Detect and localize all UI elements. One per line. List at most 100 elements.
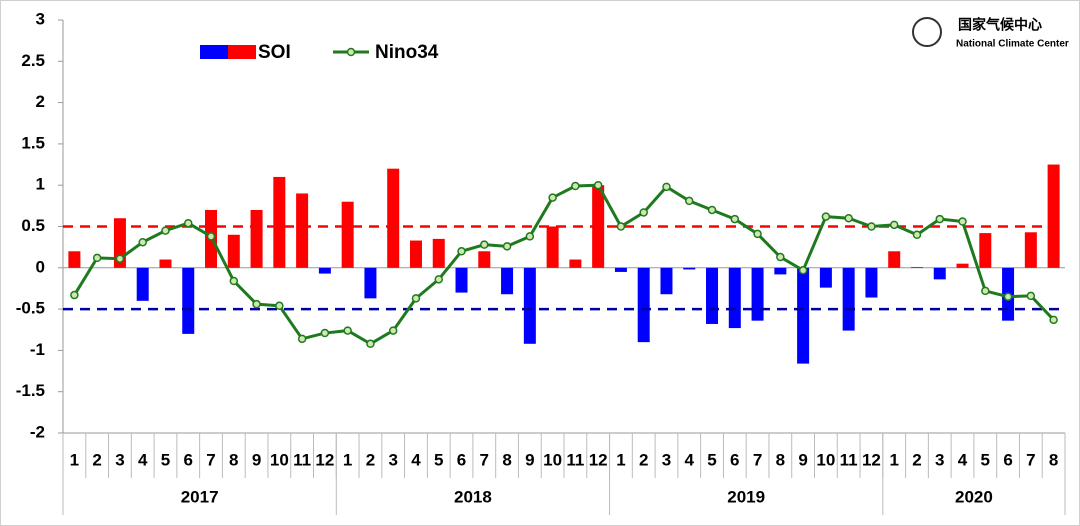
line-marker (1026, 291, 1036, 301)
line-marker (571, 181, 580, 191)
line-marker (252, 299, 261, 309)
line-marker (548, 193, 557, 202)
x-tick-label: 12 (862, 450, 881, 469)
line-marker (92, 253, 102, 263)
line-marker (184, 218, 193, 228)
y-tick-label: -1.5 (16, 381, 45, 400)
line-marker (480, 240, 489, 249)
bar (569, 259, 582, 268)
x-tick-label: 3 (115, 450, 124, 469)
x-tick-label: 2 (366, 450, 375, 469)
line-marker (229, 276, 239, 286)
x-tick-label: 7 (206, 450, 215, 469)
x-tick-label: 10 (543, 450, 562, 469)
x-tick-label: 12 (589, 450, 608, 469)
line-marker (275, 301, 284, 311)
x-tick-label: 4 (411, 450, 421, 469)
bar (341, 201, 354, 268)
bar (774, 267, 787, 275)
group-label: 2020 (955, 487, 993, 506)
line-marker (753, 229, 762, 239)
legend-marker (346, 47, 356, 57)
group-label: 2019 (727, 487, 765, 506)
bar (250, 209, 263, 268)
y-tick-label: 1 (36, 175, 45, 194)
line-marker (958, 217, 967, 226)
x-tick-label: 8 (776, 450, 785, 469)
bar (614, 267, 627, 272)
x-tick-label: 7 (753, 450, 762, 469)
line-marker (457, 247, 466, 256)
bar (318, 267, 331, 274)
bar (728, 267, 741, 329)
bar (1047, 164, 1060, 268)
y-tick-label: -1 (30, 340, 45, 359)
bar (842, 267, 855, 331)
bar (455, 267, 468, 293)
bar (637, 267, 650, 343)
bar (979, 233, 992, 268)
bar (387, 168, 400, 268)
bar (478, 251, 491, 268)
line-marker (981, 286, 990, 296)
bar (797, 267, 810, 364)
x-tick-label: 9 (525, 450, 534, 469)
x-tick-label: 3 (935, 450, 944, 469)
logo-title: 国家气候中心 (958, 17, 1042, 33)
x-tick-label: 6 (730, 450, 739, 469)
x-tick-label: 10 (816, 450, 835, 469)
line-marker (912, 230, 922, 240)
y-tick-label: 3 (36, 9, 45, 28)
y-tick-label: 0.5 (21, 216, 45, 235)
line-marker (297, 334, 307, 344)
x-tick-label: 1 (616, 450, 625, 469)
legend-swatch (200, 45, 228, 59)
bar (865, 267, 878, 298)
x-tick-label: 7 (480, 450, 489, 469)
bar (888, 251, 901, 268)
line-marker (161, 226, 170, 235)
legend-swatch (228, 45, 256, 59)
group-label: 2018 (454, 487, 492, 506)
line-marker (798, 266, 808, 275)
legend-label: SOI (258, 42, 291, 63)
bar (819, 267, 832, 288)
bar (68, 251, 81, 268)
line-marker (206, 232, 216, 241)
line-marker (889, 220, 899, 230)
line-marker (115, 254, 125, 263)
x-tick-label: 9 (798, 450, 807, 469)
bar (432, 238, 445, 268)
line-marker (366, 339, 375, 349)
x-tick-label: 6 (1003, 450, 1012, 469)
x-tick-label: 11 (840, 450, 858, 469)
bar (501, 267, 514, 295)
line-marker (1049, 315, 1058, 325)
x-tick-label: 2 (912, 450, 921, 469)
bar (523, 267, 536, 344)
x-tick-label: 5 (161, 450, 170, 469)
line-marker (935, 214, 944, 224)
bar (409, 240, 422, 268)
x-tick-label: 2 (92, 450, 101, 469)
bar (683, 267, 696, 270)
x-tick-label: 3 (388, 450, 397, 469)
line-marker (616, 222, 626, 231)
bar (364, 267, 377, 299)
group-label: 2017 (181, 487, 219, 506)
line-marker (388, 326, 398, 335)
logo-icon (912, 17, 942, 47)
bar (751, 267, 764, 321)
x-tick-label: 4 (958, 450, 968, 469)
bar (136, 267, 149, 301)
line-marker (867, 222, 876, 231)
bar (182, 267, 195, 334)
x-tick-label: 9 (252, 450, 261, 469)
bar (933, 267, 946, 280)
line-marker (525, 232, 535, 241)
x-tick-label: 11 (293, 450, 311, 469)
x-tick-label: 11 (566, 450, 584, 469)
line-marker (502, 242, 512, 251)
x-tick-label: 1 (889, 450, 898, 469)
